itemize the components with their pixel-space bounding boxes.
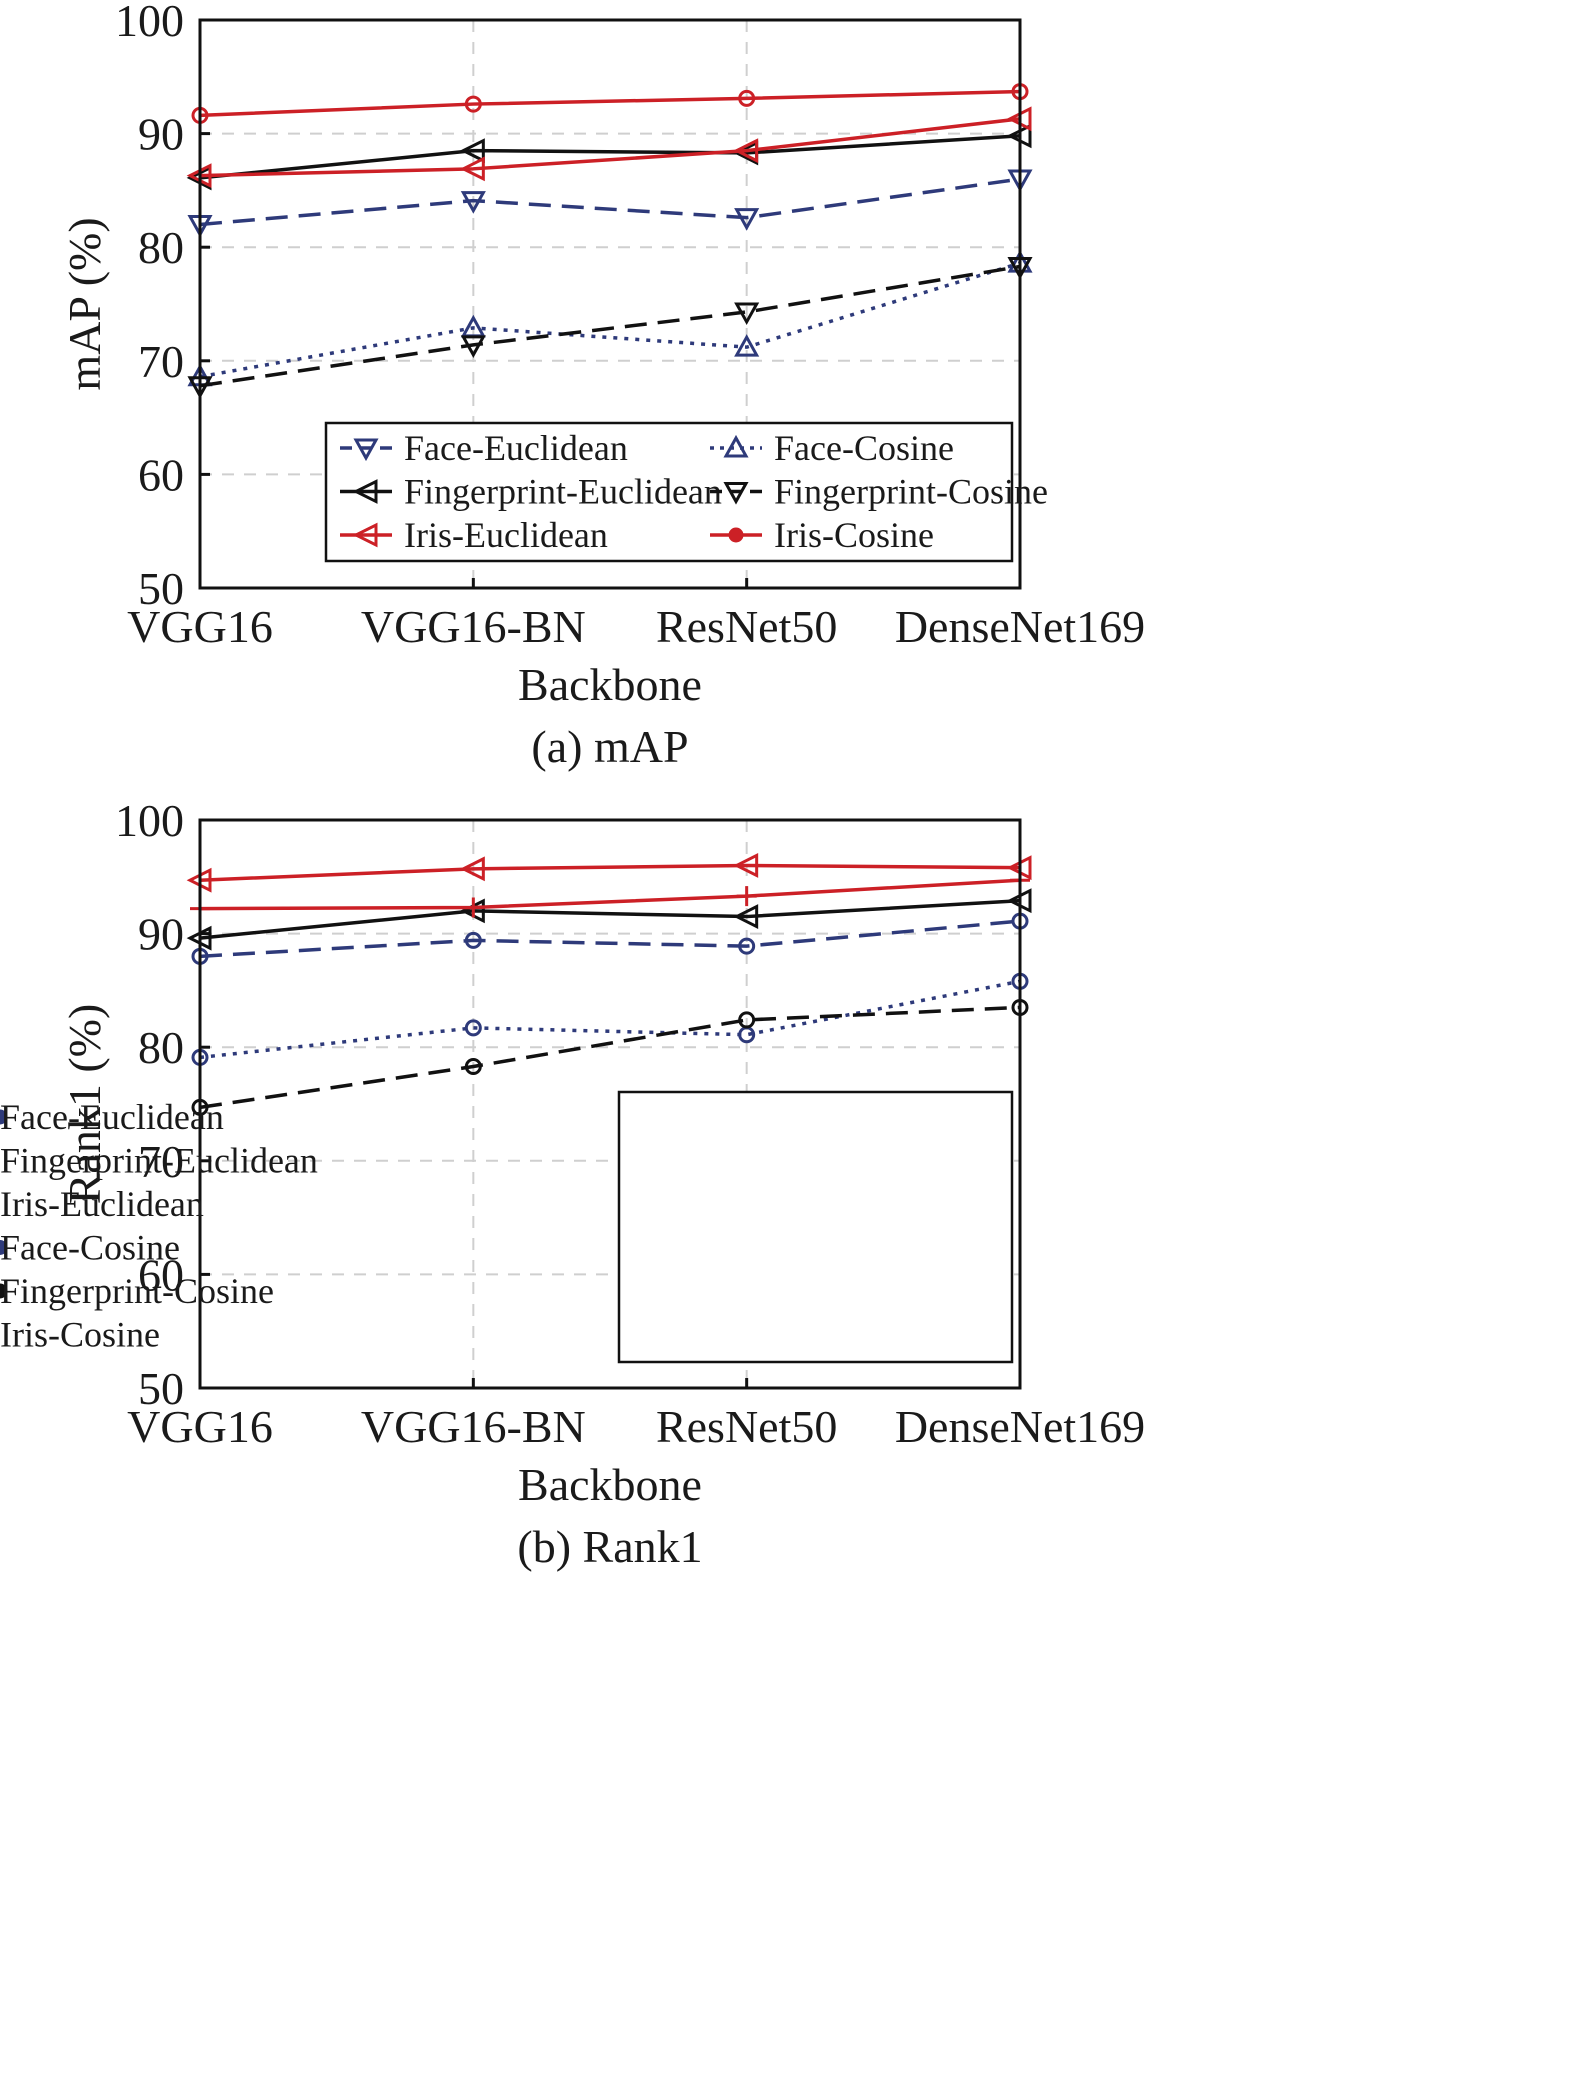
- plot-frame: [198, 818, 1022, 1390]
- y-tick-label: 50: [138, 563, 184, 614]
- x-tick-label: ResNet50: [656, 601, 837, 652]
- legend-label: Fingerprint-Cosine: [0, 1271, 274, 1311]
- legend-label: Fingerprint-Cosine: [774, 472, 1048, 512]
- legend-label: Face-Cosine: [774, 428, 954, 468]
- data-point-face-euclidean: [464, 931, 482, 949]
- y-axis-label: mAP (%): [59, 217, 110, 390]
- data-point-fingerprint-cosine: [464, 1058, 482, 1076]
- legend-label: Iris-Euclidean: [404, 515, 608, 555]
- legend: Face-Euclidean Face-Cosine Fingerprint-Euc…: [324, 421, 1048, 563]
- legend: Face-EuclideanFingerprint-EuclideanIris-…: [0, 1090, 1014, 1364]
- y-tick-label: 90: [138, 109, 184, 160]
- plot-frame: [198, 18, 1022, 590]
- data-point-iris-euclidean: [459, 856, 485, 882]
- data-point-iris-cosine: [463, 897, 484, 918]
- x-tick-label: ResNet50: [656, 1401, 837, 1452]
- figure-caption: (a) mAP: [531, 721, 688, 772]
- legend-sample-face-euclidean-marker: [353, 438, 379, 462]
- y-tick-label: 70: [138, 1136, 184, 1187]
- legend-sample-face-euclidean-marker: [0, 1109, 8, 1125]
- data-point-iris-cosine: [464, 95, 482, 113]
- y-tick-label: 60: [138, 449, 184, 500]
- data-point-fingerprint-cosine: [734, 302, 760, 326]
- series-line-iris-cosine: [199, 89, 1021, 118]
- data-point-face-euclidean: [734, 208, 760, 231]
- y-tick-label: 80: [138, 1022, 184, 1073]
- series-line-iris-euclidean: [199, 117, 1021, 178]
- x-tick-label: DenseNet169: [895, 1401, 1145, 1452]
- series-line-fingerprint-euclidean: [199, 134, 1021, 180]
- series-line-face-euclidean: [199, 919, 1021, 959]
- legend-box: [617, 1090, 1014, 1364]
- series-line-face-cosine: [199, 979, 1021, 1060]
- data-point-fingerprint-cosine: [738, 1011, 756, 1029]
- legend-sample-fingerprint-euclidean-marker: [352, 479, 378, 504]
- data-point-face-euclidean: [460, 191, 486, 214]
- data-point-fingerprint-euclidean: [459, 138, 485, 164]
- data-point-iris-euclidean: [459, 156, 485, 182]
- data-point-face-euclidean: [738, 937, 756, 955]
- legend-sample-fingerprint-cosine-marker: [723, 482, 749, 505]
- legend-sample-iris-cosine-marker: [728, 527, 744, 543]
- x-tick-label: VGG16: [127, 601, 273, 652]
- x-tick-label: VGG16-BN: [361, 1401, 586, 1452]
- chart-panel-1: 50 60 70 80 90 100 VGG16 VGG16-BN ResNet50 DenseN…: [0, 795, 1145, 1572]
- data-point-iris-cosine: [736, 886, 757, 907]
- series-line-iris-cosine: [199, 878, 1021, 911]
- y-axis-label: Rank1 (%): [59, 1004, 110, 1205]
- data-point-iris-euclidean: [733, 853, 759, 878]
- x-tick-label: VGG16-BN: [361, 601, 586, 652]
- legend-sample-face-cosine-marker: [723, 434, 749, 458]
- series-line-fingerprint-cosine: [199, 264, 1021, 388]
- chart-panel-0: 50 60 70 80 90 100 VGG16 VGG16-BN ResNet50 DenseN…: [59, 0, 1145, 772]
- data-point-iris-euclidean: [733, 138, 759, 164]
- x-axis-label: Backbone: [518, 1459, 702, 1510]
- y-tick-label: 90: [138, 909, 184, 960]
- legend-label: Fingerprint-Euclidean: [0, 1141, 318, 1181]
- legend-label: Iris-Cosine: [774, 515, 934, 555]
- legend-label: Face-Euclidean: [0, 1097, 224, 1137]
- series-line-iris-euclidean: [199, 863, 1021, 882]
- legend-label: Iris-Cosine: [0, 1315, 160, 1355]
- y-tick-label: 50: [138, 1363, 184, 1414]
- data-point-fingerprint-euclidean: [733, 904, 759, 929]
- data-point-face-cosine: [734, 334, 760, 357]
- legend-box: [324, 421, 1014, 563]
- legend-label: Face-Cosine: [0, 1228, 180, 1268]
- data-point-face-cosine: [464, 1019, 482, 1037]
- y-tick-label: 60: [138, 1249, 184, 1300]
- x-tick-label: VGG16: [127, 1401, 273, 1452]
- data-point-iris-cosine: [738, 89, 756, 107]
- legend-label: Face-Euclidean: [404, 428, 628, 468]
- legend-label: Iris-Euclidean: [0, 1184, 204, 1224]
- series-line-fingerprint-cosine: [199, 1005, 1021, 1110]
- legend-sample-iris-euclidean-marker: [352, 522, 378, 548]
- figure-caption: (b) Rank1: [517, 1521, 702, 1572]
- series-line-fingerprint-euclidean: [199, 898, 1021, 940]
- y-tick-label: 80: [138, 222, 184, 273]
- series-line-face-euclidean: [199, 177, 1021, 227]
- y-tick-label: 100: [115, 795, 184, 846]
- legend-label: Fingerprint-Euclidean: [404, 472, 722, 512]
- y-tick-label: 100: [115, 0, 184, 46]
- y-tick-label: 70: [138, 336, 184, 387]
- series-line-face-cosine: [199, 261, 1021, 379]
- data-point-fingerprint-cosine: [460, 335, 486, 358]
- legend-sample-face-cosine-marker: [0, 1240, 8, 1255]
- x-axis-label: Backbone: [518, 659, 702, 710]
- x-tick-label: DenseNet169: [895, 601, 1145, 652]
- legend-sample-fingerprint-cosine-marker: [0, 1283, 8, 1299]
